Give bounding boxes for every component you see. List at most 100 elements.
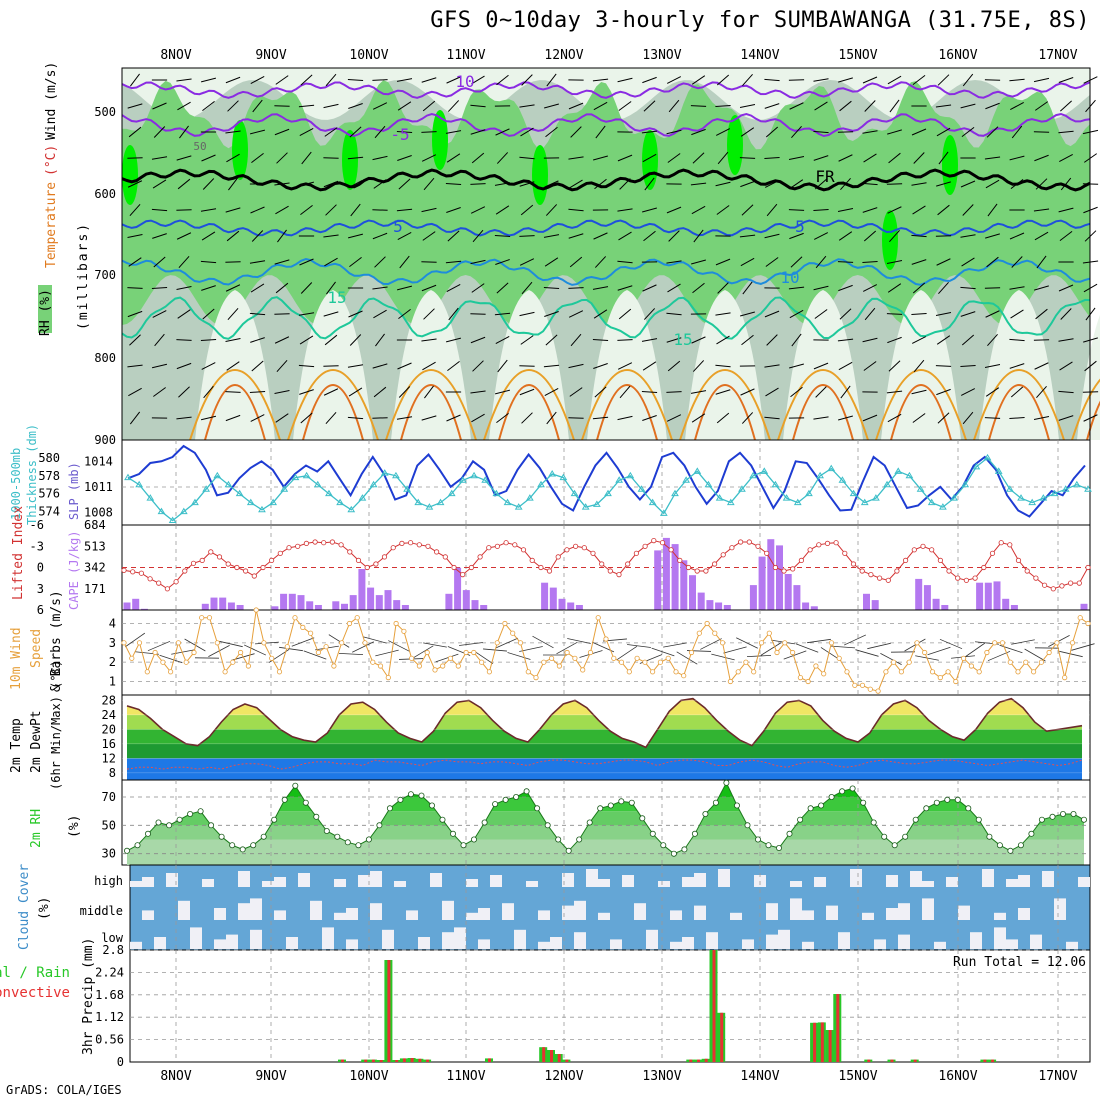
wind-barb — [813, 416, 829, 420]
rh2m-point — [386, 805, 393, 812]
footer-credit: GrADS: COLA/IGES — [6, 1083, 122, 1097]
wind-barb — [666, 183, 682, 185]
thickness-point — [313, 480, 322, 488]
precip-conv-bar — [565, 1059, 569, 1062]
wind-barb — [348, 179, 363, 189]
cape-bar — [767, 539, 775, 610]
lifted-index-point — [494, 543, 500, 549]
cloud-gap-block — [442, 932, 454, 949]
wind-barb — [1058, 207, 1074, 213]
rh-saturated-patch-4 — [532, 145, 548, 205]
wind-barb — [666, 312, 682, 316]
wind-barb — [397, 155, 412, 161]
rh2m-point — [776, 845, 783, 852]
wind-speed-point — [510, 630, 516, 636]
cloud-gap-block — [682, 877, 694, 887]
wind-speed-point — [642, 659, 648, 665]
cloud-gap-block — [646, 929, 658, 949]
wind-speed-point — [129, 655, 135, 661]
upper-ytick-500: 500 — [94, 105, 116, 119]
lifted-index-point — [268, 557, 275, 564]
cloud-gap-block — [502, 903, 514, 920]
cloud-gap-block — [622, 875, 634, 887]
wind-barb — [569, 256, 583, 268]
contour-10 — [121, 257, 1091, 286]
wind-speed-point — [618, 659, 625, 665]
rh2m-point — [954, 796, 961, 803]
cloud-gap-block — [598, 879, 610, 887]
wind-barb — [446, 153, 461, 163]
wind-speed-point — [160, 659, 166, 665]
wind-barb — [938, 151, 949, 165]
rh2m-band-22 — [127, 839, 1084, 865]
cloud-gap-block — [562, 873, 574, 887]
rh2m-point — [155, 819, 162, 826]
lifted-index-point — [234, 564, 240, 571]
wind-barb — [813, 208, 829, 212]
cloud-gap-block — [430, 873, 442, 887]
cloud-gap-block — [682, 937, 694, 949]
wind-barb — [790, 386, 803, 398]
cape-bar — [306, 601, 314, 610]
wind-barb — [962, 411, 974, 425]
wind-speed-point — [144, 669, 150, 675]
wind-barb — [668, 99, 680, 113]
wind-barb — [202, 308, 215, 320]
thickness-point — [805, 489, 813, 497]
wind-speed-point — [1046, 649, 1052, 656]
wind-speed-point — [354, 615, 360, 621]
rh2m-point — [428, 802, 435, 809]
wind-barb — [544, 103, 559, 109]
precip-conv-bar — [712, 950, 716, 1062]
wind-speed-point — [1031, 669, 1037, 675]
lifted-index-point — [729, 545, 735, 551]
wind-barb — [1011, 125, 1023, 139]
thickness-point — [939, 503, 947, 510]
wind-barb — [765, 257, 779, 267]
wind-speed-point — [486, 669, 492, 675]
cloud-gap-block — [742, 939, 754, 949]
precip-conv-bar — [697, 1059, 700, 1062]
wind-barb — [422, 100, 436, 112]
wind-barb — [886, 313, 903, 315]
wind-barb — [421, 284, 437, 292]
wind-barb — [521, 74, 533, 86]
cape-bar — [341, 603, 348, 610]
surface-wind-barb — [495, 637, 519, 649]
rh2m-point — [492, 801, 499, 808]
wind-barb — [742, 281, 753, 295]
cape-bar — [689, 575, 696, 610]
wind-speed-point — [1054, 640, 1060, 646]
cape-bar — [454, 567, 462, 610]
rh-saturated-patch-0 — [122, 145, 138, 205]
cloud-gap-block — [310, 900, 322, 920]
wind-barb — [739, 365, 756, 367]
rh2m-point — [407, 791, 414, 798]
lifted-index-point — [859, 568, 865, 574]
thickness-point — [291, 473, 300, 481]
wind-barb — [862, 182, 878, 186]
cape-bar — [140, 608, 148, 610]
wind-barb — [495, 128, 510, 136]
wind-barb — [127, 287, 143, 289]
cape-bar — [219, 597, 227, 610]
cloud-gap-block — [166, 873, 178, 887]
contour-25-9 — [1086, 400, 1100, 441]
wind-barb — [887, 283, 902, 293]
thickness-point — [191, 498, 199, 506]
wind-barb — [300, 204, 313, 216]
lifted-index-point — [937, 557, 944, 564]
wind-speed-point — [222, 669, 228, 675]
wind-barb — [911, 128, 927, 136]
precip-tick-2.24: 2.24 — [95, 965, 124, 979]
wind-barb — [177, 178, 191, 190]
wind-barb — [642, 415, 657, 421]
wind-barb — [349, 334, 362, 346]
wind-barb — [544, 257, 559, 267]
wind-label-2: Speed — [29, 629, 44, 668]
cape-bar — [236, 605, 244, 610]
thickness-point — [793, 498, 802, 506]
rh2m-point — [281, 796, 288, 803]
thickness-point — [369, 480, 378, 488]
wind-barb — [984, 287, 1001, 289]
